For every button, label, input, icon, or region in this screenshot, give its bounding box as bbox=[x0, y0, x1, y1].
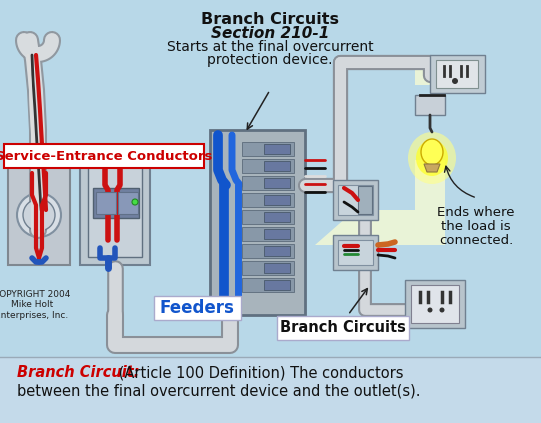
Text: Starts at the final overcurrent: Starts at the final overcurrent bbox=[167, 40, 373, 54]
Text: Feeders: Feeders bbox=[160, 299, 234, 317]
Ellipse shape bbox=[408, 132, 456, 184]
Bar bbox=[93, 188, 139, 218]
Text: Ends where: Ends where bbox=[437, 206, 514, 219]
FancyBboxPatch shape bbox=[154, 296, 241, 320]
Bar bbox=[242, 142, 294, 156]
Bar bbox=[0, 357, 541, 423]
Bar bbox=[264, 263, 290, 273]
Text: Section 210-1: Section 210-1 bbox=[211, 26, 329, 41]
Bar bbox=[436, 60, 478, 88]
Bar bbox=[338, 240, 373, 265]
Circle shape bbox=[132, 199, 138, 205]
Bar bbox=[118, 192, 138, 214]
Ellipse shape bbox=[421, 139, 443, 165]
Bar bbox=[8, 165, 70, 265]
Bar bbox=[210, 130, 305, 315]
Text: Service-Entrance Conductors: Service-Entrance Conductors bbox=[0, 149, 213, 162]
Circle shape bbox=[452, 78, 458, 84]
FancyBboxPatch shape bbox=[277, 316, 409, 340]
Text: Branch Circuits: Branch Circuits bbox=[280, 321, 406, 335]
Text: connected.: connected. bbox=[439, 234, 513, 247]
Circle shape bbox=[23, 199, 55, 231]
Bar bbox=[242, 210, 294, 224]
FancyBboxPatch shape bbox=[4, 144, 204, 168]
Circle shape bbox=[17, 193, 61, 237]
Bar bbox=[415, 95, 445, 115]
Bar bbox=[264, 195, 290, 205]
Circle shape bbox=[439, 308, 445, 313]
Bar bbox=[242, 244, 294, 258]
Bar bbox=[333, 180, 378, 220]
Bar bbox=[405, 280, 465, 328]
Bar bbox=[358, 186, 372, 214]
Polygon shape bbox=[315, 55, 445, 245]
Text: Branch Circuit:: Branch Circuit: bbox=[17, 365, 140, 380]
Bar bbox=[264, 229, 290, 239]
Text: protection device.: protection device. bbox=[207, 53, 333, 67]
Bar bbox=[242, 278, 294, 292]
Bar bbox=[333, 235, 378, 270]
Bar bbox=[264, 178, 290, 188]
Bar bbox=[242, 261, 294, 275]
Bar bbox=[411, 285, 459, 323]
Bar bbox=[264, 212, 290, 222]
Polygon shape bbox=[424, 164, 440, 172]
Text: COPYRIGHT 2004
Mike Holt
Enterprises, Inc.: COPYRIGHT 2004 Mike Holt Enterprises, In… bbox=[0, 290, 71, 320]
Bar bbox=[80, 155, 150, 265]
Text: Branch Circuits: Branch Circuits bbox=[201, 12, 339, 27]
Bar bbox=[88, 162, 142, 257]
Bar bbox=[242, 176, 294, 190]
Bar bbox=[430, 55, 485, 93]
Bar bbox=[96, 192, 116, 214]
Bar bbox=[264, 161, 290, 171]
Bar bbox=[242, 159, 294, 173]
Bar bbox=[338, 185, 373, 215]
Text: between the final overcurrent device and the outlet(s).: between the final overcurrent device and… bbox=[17, 383, 420, 398]
Bar bbox=[264, 144, 290, 154]
Text: the load is: the load is bbox=[441, 220, 511, 233]
Bar bbox=[264, 246, 290, 256]
Bar bbox=[264, 280, 290, 290]
Bar bbox=[242, 227, 294, 241]
Circle shape bbox=[427, 308, 432, 313]
Text: (Article 100 Definition) The conductors: (Article 100 Definition) The conductors bbox=[114, 365, 404, 380]
Ellipse shape bbox=[416, 140, 448, 176]
Bar bbox=[242, 193, 294, 207]
